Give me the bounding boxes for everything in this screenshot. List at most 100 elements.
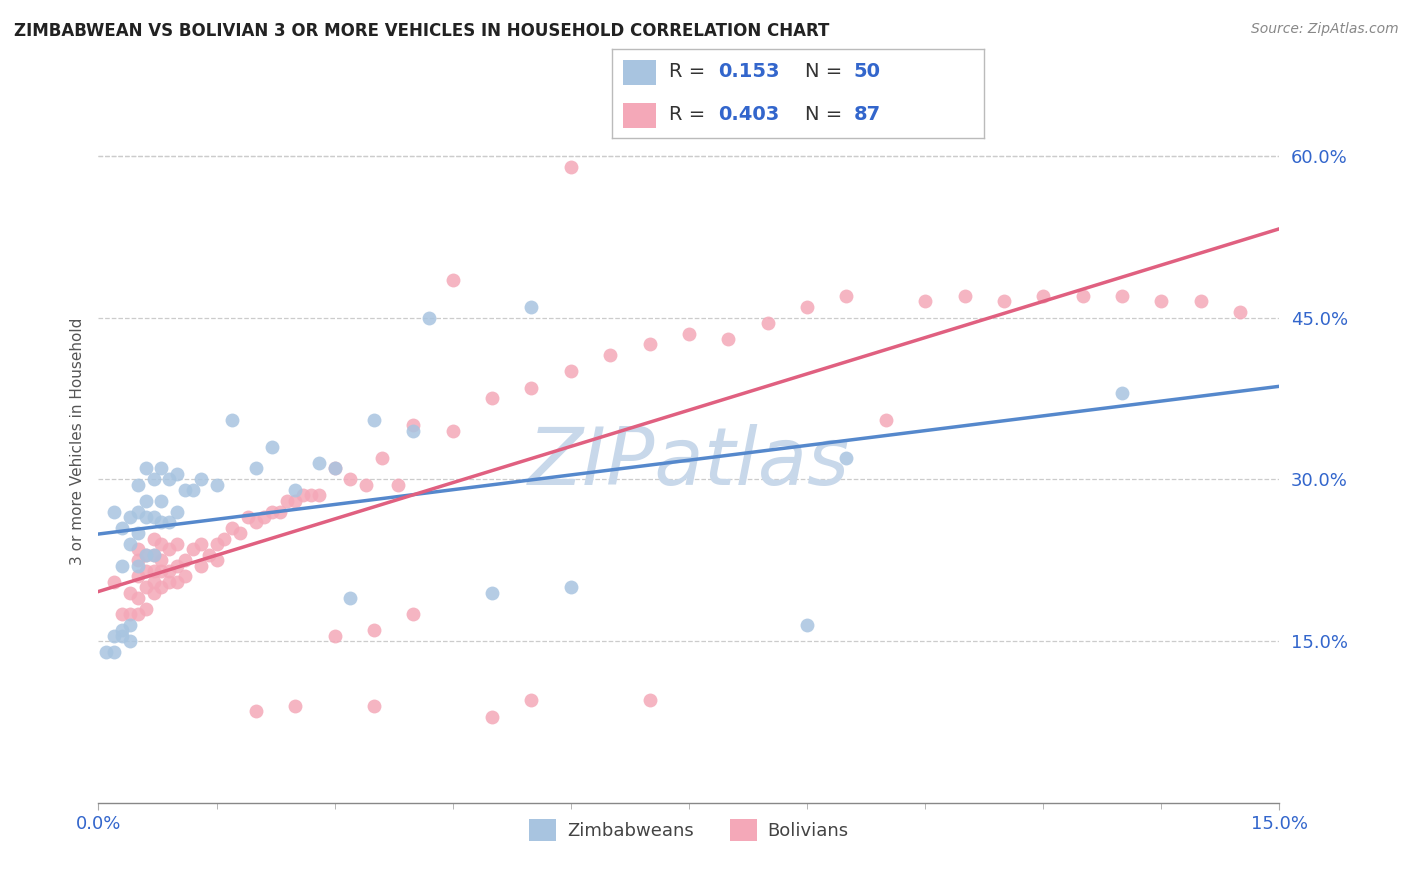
Point [181, 542, 204, 557]
Point [197, 548, 219, 562]
Point [756, 316, 779, 330]
Point [363, 698, 385, 713]
Point [118, 537, 141, 551]
Point [127, 569, 149, 583]
Point [166, 467, 188, 481]
Point [560, 160, 582, 174]
Point [135, 510, 157, 524]
Point [253, 510, 276, 524]
Point [127, 542, 149, 557]
Point [142, 574, 165, 589]
Point [717, 332, 740, 346]
Point [111, 558, 134, 573]
Point [166, 537, 188, 551]
Point [142, 510, 165, 524]
Point [441, 273, 464, 287]
Point [638, 693, 661, 707]
Text: 87: 87 [853, 105, 882, 124]
Point [1032, 289, 1054, 303]
Point [1111, 386, 1133, 401]
Point [214, 532, 236, 546]
Point [150, 516, 173, 530]
Point [481, 392, 503, 406]
Point [157, 574, 180, 589]
Point [157, 516, 180, 530]
Point [127, 558, 149, 573]
Point [299, 488, 322, 502]
Text: N =: N = [806, 62, 849, 81]
Point [560, 364, 582, 378]
Point [150, 580, 173, 594]
Point [142, 532, 165, 546]
Point [174, 569, 197, 583]
Point [520, 381, 543, 395]
Point [276, 493, 298, 508]
Point [520, 300, 543, 314]
Point [174, 483, 197, 497]
Text: Source: ZipAtlas.com: Source: ZipAtlas.com [1251, 22, 1399, 37]
Point [953, 289, 976, 303]
Point [142, 564, 165, 578]
Point [181, 483, 204, 497]
Point [245, 516, 267, 530]
Point [150, 537, 173, 551]
FancyBboxPatch shape [623, 60, 657, 85]
Point [127, 505, 149, 519]
Point [1111, 289, 1133, 303]
Point [269, 505, 291, 519]
Point [993, 294, 1015, 309]
Point [402, 607, 425, 621]
Point [150, 553, 173, 567]
Point [127, 553, 149, 567]
Point [599, 348, 621, 362]
Text: 0.153: 0.153 [718, 62, 779, 81]
Point [157, 542, 180, 557]
Point [481, 709, 503, 723]
Point [127, 607, 149, 621]
Y-axis label: 3 or more Vehicles in Household: 3 or more Vehicles in Household [69, 318, 84, 566]
Point [118, 618, 141, 632]
Point [103, 645, 125, 659]
Point [796, 618, 818, 632]
Point [284, 493, 307, 508]
Point [339, 472, 361, 486]
Point [284, 698, 307, 713]
Point [323, 461, 346, 475]
Point [245, 704, 267, 718]
Point [441, 424, 464, 438]
Point [118, 607, 141, 621]
Point [190, 472, 212, 486]
Point [835, 450, 858, 465]
Point [111, 607, 134, 621]
Point [236, 510, 259, 524]
Point [103, 574, 125, 589]
Text: R =: R = [669, 62, 711, 81]
Point [308, 488, 330, 502]
Point [103, 505, 125, 519]
Point [1229, 305, 1251, 319]
Point [96, 645, 118, 659]
Point [875, 413, 897, 427]
Text: 0.403: 0.403 [718, 105, 779, 124]
Point [418, 310, 440, 325]
FancyBboxPatch shape [623, 103, 657, 128]
Point [127, 477, 149, 491]
Point [111, 629, 134, 643]
Point [135, 564, 157, 578]
Point [914, 294, 936, 309]
Legend: Zimbabweans, Bolivians: Zimbabweans, Bolivians [522, 812, 856, 848]
Point [323, 629, 346, 643]
Point [150, 461, 173, 475]
Point [323, 461, 346, 475]
Point [796, 300, 818, 314]
Point [221, 413, 243, 427]
Point [135, 580, 157, 594]
Point [127, 526, 149, 541]
Point [339, 591, 361, 605]
Point [638, 337, 661, 351]
Point [292, 488, 315, 502]
Text: 50: 50 [853, 62, 880, 81]
Point [1189, 294, 1212, 309]
Point [118, 510, 141, 524]
Point [260, 505, 283, 519]
